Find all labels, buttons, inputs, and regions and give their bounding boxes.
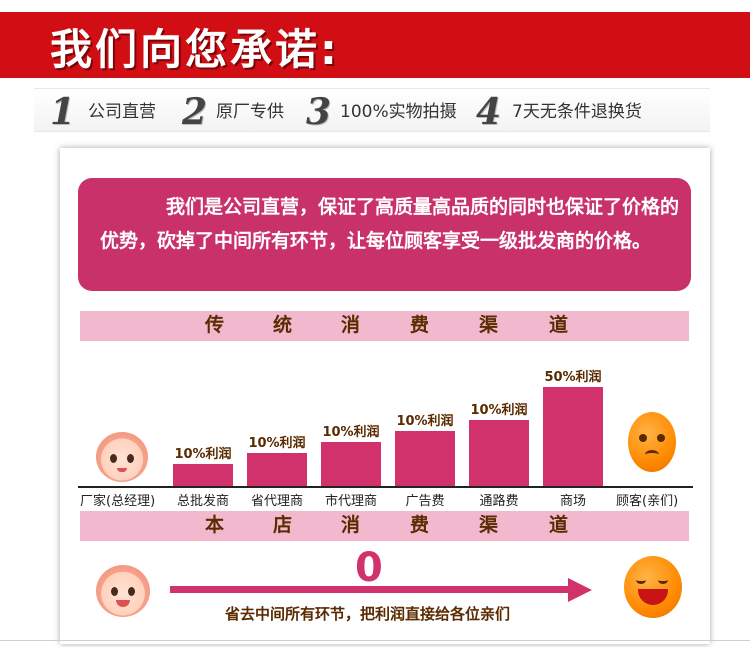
direct-arrow-head-icon bbox=[568, 578, 592, 602]
chart-baseline bbox=[78, 486, 693, 488]
promise-number-4-icon: 4 bbox=[476, 91, 502, 133]
panel-bottom-edge bbox=[0, 640, 750, 641]
promise-number-3-icon: 3 bbox=[306, 91, 332, 133]
bar-6 bbox=[543, 387, 603, 486]
promise-label-4: 7天无条件退换货 bbox=[512, 102, 642, 122]
store-title-char-2: 店 bbox=[273, 514, 293, 536]
direct-caption: 省去中间所有环节，把利润直接给各位亲们 bbox=[225, 605, 511, 623]
traditional-title-char-1: 传 bbox=[205, 314, 225, 336]
intro-box bbox=[78, 178, 691, 291]
start-label: 厂家(总经理) bbox=[80, 494, 156, 509]
category-label-1: 总批发商 bbox=[176, 494, 229, 509]
store-channel-band bbox=[80, 511, 689, 541]
store-title-char-6: 道 bbox=[549, 514, 569, 536]
bar-1 bbox=[173, 464, 233, 486]
direct-arrow-line bbox=[170, 586, 570, 593]
promise-strip bbox=[34, 88, 710, 132]
promise-number-2-icon: 2 bbox=[182, 91, 208, 133]
category-label-2: 省代理商 bbox=[250, 494, 303, 509]
category-label-6: 商场 bbox=[559, 494, 586, 509]
bar-label-3: 10%利润 bbox=[322, 425, 380, 440]
category-label-5: 通路费 bbox=[479, 494, 519, 509]
traditional-title-char-5: 渠 bbox=[479, 314, 499, 336]
store-title-char-4: 费 bbox=[410, 514, 430, 536]
intro-text: 我们是公司直营，保证了高质量高品质的同时也保证了价格的优势，砍掉了中间所有环节，… bbox=[100, 196, 680, 252]
store-title-char-3: 消 bbox=[341, 514, 361, 536]
promise-label-3: 100%实物拍摄 bbox=[340, 102, 457, 122]
category-label-4: 广告费 bbox=[405, 494, 445, 509]
zero-margin-value: 0 bbox=[355, 545, 383, 591]
category-label-3: 市代理商 bbox=[324, 494, 377, 509]
bar-4 bbox=[395, 431, 455, 486]
header-band bbox=[0, 12, 750, 78]
traditional-title-char-3: 消 bbox=[341, 314, 361, 336]
page-title: 我们向您承诺: bbox=[50, 25, 340, 74]
end-label: 顾客(亲们) bbox=[616, 494, 679, 509]
orange-mascot-sad-icon bbox=[628, 412, 676, 472]
bar-3 bbox=[321, 442, 381, 486]
promise-number-1-icon: 1 bbox=[50, 91, 76, 133]
traditional-channel-band bbox=[80, 311, 689, 341]
promise-label-1: 公司直营 bbox=[88, 102, 156, 122]
traditional-title-char-2: 统 bbox=[273, 314, 293, 336]
bar-label-4: 10%利润 bbox=[396, 414, 454, 429]
girl-mascot-bottom-icon bbox=[96, 565, 150, 617]
promise-label-2: 原厂专供 bbox=[216, 102, 284, 122]
bar-label-1: 10%利润 bbox=[174, 447, 232, 462]
traditional-title-char-4: 费 bbox=[410, 314, 430, 336]
orange-mascot-happy-icon bbox=[624, 556, 682, 618]
bar-label-6: 50%利润 bbox=[544, 370, 602, 385]
bar-label-2: 10%利润 bbox=[248, 436, 306, 451]
bar-label-5: 10%利润 bbox=[470, 403, 528, 418]
bar-5 bbox=[469, 420, 529, 486]
traditional-title-char-6: 道 bbox=[549, 314, 569, 336]
store-title-char-1: 本 bbox=[205, 514, 225, 536]
bar-2 bbox=[247, 453, 307, 486]
store-title-char-5: 渠 bbox=[479, 514, 499, 536]
girl-mascot-icon bbox=[96, 432, 148, 482]
